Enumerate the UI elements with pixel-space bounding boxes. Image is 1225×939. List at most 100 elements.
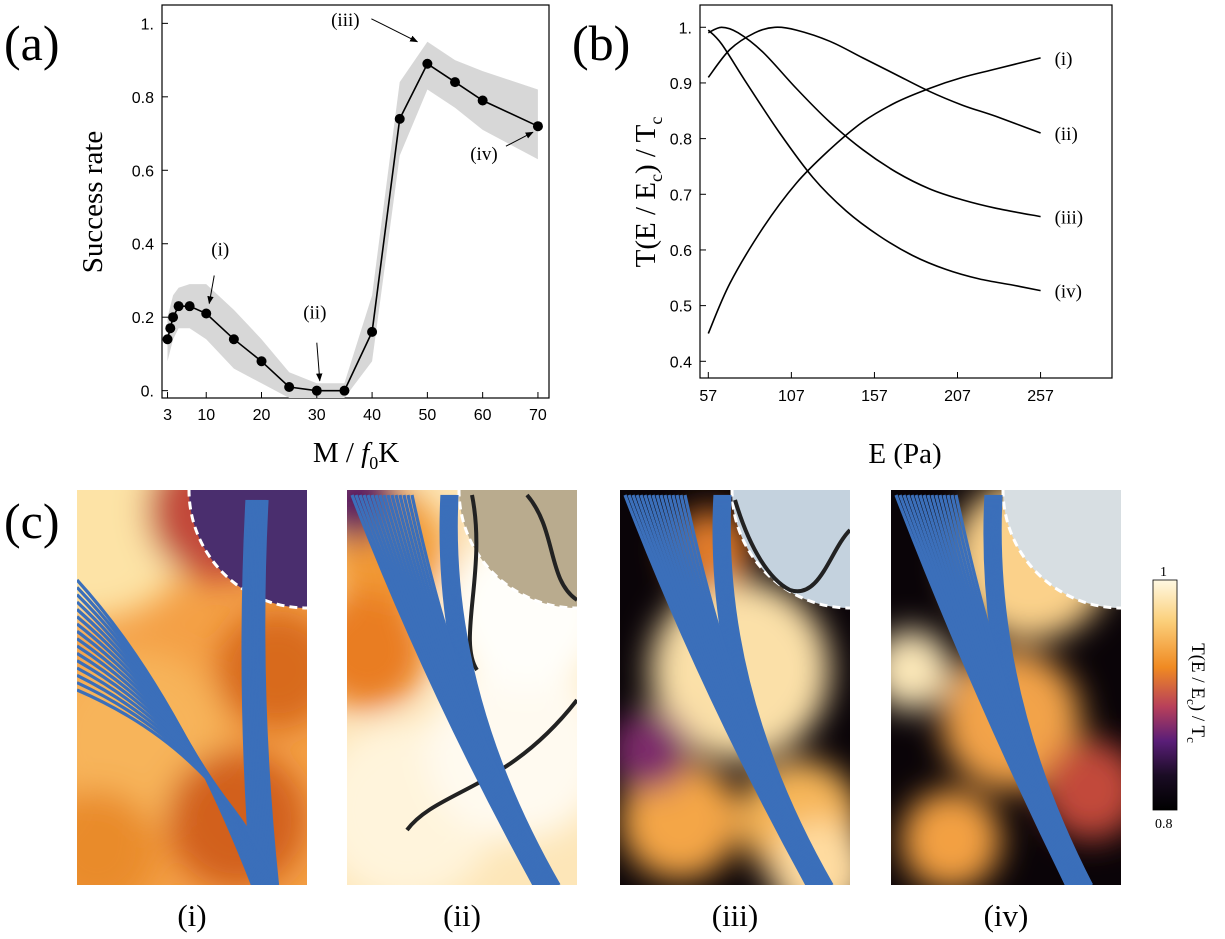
- heatmap-blob: [1041, 740, 1121, 840]
- chart-b-series-labels: (i) (ii) (iii) (iv): [1055, 49, 1084, 303]
- chart-a-uncertainty-band: [167, 41, 538, 398]
- chart-a-ticks: 3 10 20 30 40 50 60 70 0. 0.2 0.4 0.6 0.8 1.: [132, 16, 547, 424]
- target-region: [1001, 490, 1121, 610]
- chart-a-xtick-label: 60: [474, 407, 492, 424]
- chart-a-point: [184, 301, 195, 312]
- heatmap-field: [620, 490, 850, 885]
- chart-a-point: [339, 385, 350, 396]
- chart-b-ytick-label: 0.4: [670, 354, 692, 371]
- chart-b-ytick-label: 0.9: [670, 76, 692, 93]
- chart-a-ylabel: Success rate: [77, 131, 109, 274]
- heatmap-blob: [620, 710, 690, 790]
- streamlines: [894, 494, 1093, 885]
- heatmap-blob: [901, 790, 1001, 885]
- colorbar-label: T(E / Ec) / Tc: [1184, 643, 1208, 743]
- chart-a-point: [284, 381, 295, 392]
- chart-a-xtick-label: 70: [529, 407, 547, 424]
- chart-a-point: [228, 334, 239, 345]
- streamline: [77, 688, 279, 885]
- heatmap-subpanel-label: (ii): [443, 898, 481, 933]
- chart-a-xtick-label: 20: [253, 407, 271, 424]
- heatmap-subpanel-label: (i): [177, 898, 206, 933]
- chart-a-annotation: (i): [211, 240, 229, 261]
- chart-a-annotation-arrow: [316, 342, 323, 382]
- heatmap-blob: [891, 630, 951, 710]
- chart-a-annotation-arrow: [371, 18, 419, 43]
- streamline: [998, 494, 1093, 885]
- chart-b-xtick-label: 257: [1027, 388, 1054, 405]
- chart-b-series-label: (iv): [1055, 282, 1082, 303]
- chart-b-series-line: [707, 29, 1041, 292]
- panel-label-a: (a): [4, 15, 60, 71]
- chart-a-point: [311, 385, 322, 396]
- chart-a-xtick-label: 30: [308, 407, 326, 424]
- chart-a-ytick-label: 1.: [141, 16, 154, 33]
- chart-a-ytick-label: 0.2: [132, 310, 154, 327]
- panel-label-c: (c): [4, 493, 60, 549]
- contour-line: [467, 494, 479, 672]
- streamlines: [350, 494, 561, 885]
- chart-b-series-line: [707, 26, 1041, 218]
- heatmap-field: [891, 490, 1121, 885]
- heatmap-panel: (iii): [620, 490, 850, 933]
- chart-a-xtick-label: 3: [163, 407, 172, 424]
- chart-a-point: [367, 326, 378, 337]
- chart-b-ticks: 57 107 157 207 257 0.4 0.5 0.6 0.7 0.8 0.9 1.: [670, 20, 1054, 405]
- chart-b-ytick-label: 0.8: [670, 132, 692, 149]
- chart-b-xtick-label: 207: [944, 388, 971, 405]
- chart-a-annotation: (iii): [331, 10, 360, 31]
- chart-a-point: [256, 356, 267, 367]
- streamlines: [77, 499, 280, 885]
- chart-a-point: [477, 95, 488, 106]
- heatmap-panel: (i): [77, 490, 307, 933]
- chart-a-ytick-label: 0.: [141, 384, 154, 401]
- chart-a-annotation-arrow: [207, 275, 215, 305]
- chart-b-series-line: [707, 26, 1041, 134]
- chart-a-point: [162, 334, 173, 345]
- streamline: [727, 494, 834, 885]
- colorbar: [1152, 579, 1178, 811]
- streamline: [954, 494, 1093, 885]
- chart-b-series-label: (ii): [1055, 124, 1078, 145]
- chart-b-xtick-label: 157: [861, 388, 888, 405]
- chart-a-annotations: (i) (ii) (iii) (iv): [207, 10, 534, 382]
- chart-a-point: [165, 323, 176, 334]
- chart-a-xlabel: M / f0K: [313, 437, 399, 473]
- chart-b-frame: [699, 4, 1113, 379]
- chart-b-series-label: (i): [1055, 49, 1073, 70]
- heatmap-field: [347, 490, 577, 885]
- chart-b-ylabel: T(E / Ec) / Tc: [630, 117, 666, 268]
- chart-a-success-rate: 3 10 20 30 40 50 60 700.0.20.40.60.81. (i)(ii)(…: [77, 4, 550, 473]
- chart-b-line-layer: [707, 26, 1041, 334]
- chart-a-point: [422, 58, 433, 69]
- chart-a-point: [201, 308, 212, 319]
- chart-b-series-line: [707, 57, 1041, 334]
- target-region: [457, 490, 577, 610]
- chart-a-band-layer: [167, 41, 538, 398]
- contour-line: [525, 493, 577, 602]
- chart-a-xtick-label: 40: [363, 407, 381, 424]
- chart-b-xtick-label: 107: [778, 388, 805, 405]
- heatmap-subpanel-label: (iii): [712, 898, 759, 933]
- contour-line: [733, 499, 850, 594]
- chart-a-line-layer: [162, 58, 543, 396]
- heatmap-blob: [217, 610, 307, 730]
- chart-b-ytick-label: 0.5: [670, 299, 692, 316]
- chart-c-panels: (i) (ii) (iii) (iv): [77, 490, 1121, 933]
- chart-b-xlabel: E (Pa): [868, 438, 941, 470]
- chart-a-ytick-label: 0.6: [132, 163, 154, 180]
- chart-a-xtick-label: 50: [418, 407, 436, 424]
- chart-a-xtick-label: 10: [197, 407, 215, 424]
- chart-a-point: [394, 113, 405, 124]
- colorbar-min: 0.8: [1155, 817, 1173, 832]
- panel-label-b: (b): [572, 15, 630, 71]
- chart-a-annotation-arrow: [505, 131, 534, 147]
- heatmap-panel: (ii): [347, 490, 577, 933]
- heatmap-subpanel-label: (iv): [984, 898, 1029, 933]
- colorbar-max: 1: [1160, 565, 1167, 580]
- chart-a-ytick-label: 0.8: [132, 90, 154, 107]
- chart-a-point: [173, 301, 184, 312]
- streamline: [262, 499, 280, 885]
